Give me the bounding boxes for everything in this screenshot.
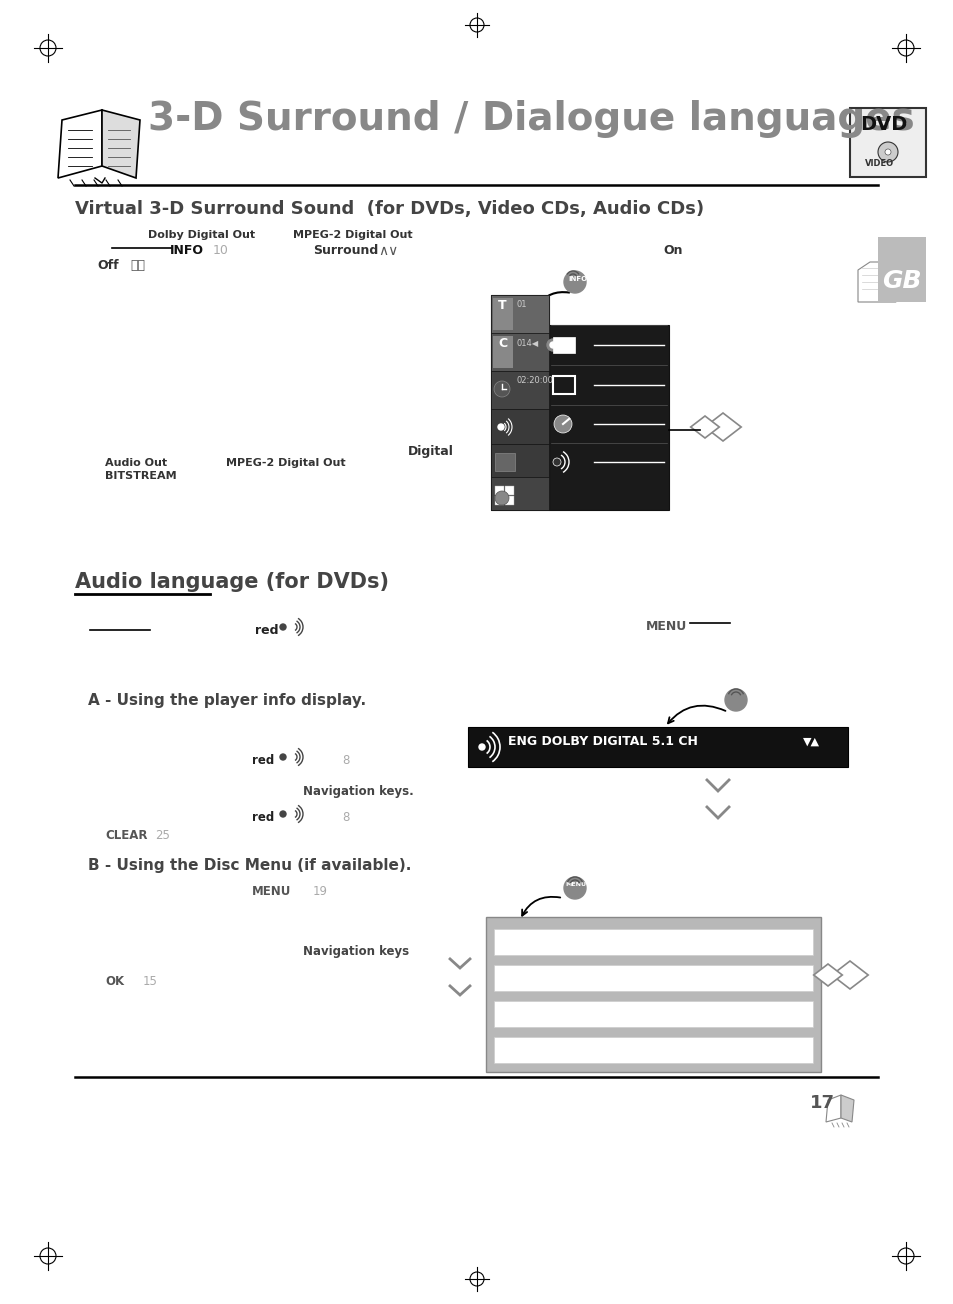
Text: T: T	[497, 299, 506, 312]
Text: Dolby Digital Out: Dolby Digital Out	[148, 230, 254, 240]
Text: Virtual 3-D Surround Sound  (for DVDs, Video CDs, Audio CDs): Virtual 3-D Surround Sound (for DVDs, Vi…	[75, 200, 703, 218]
Text: INFO: INFO	[567, 276, 586, 282]
Bar	[504, 496, 514, 505]
Text: 8: 8	[341, 754, 349, 767]
Text: 19: 19	[313, 885, 328, 898]
Text: 17: 17	[809, 1094, 834, 1112]
Text: DVD: DVD	[859, 115, 906, 134]
Polygon shape	[841, 1095, 853, 1121]
Text: MPEG-2 Digital Out: MPEG-2 Digital Out	[293, 230, 413, 240]
Circle shape	[563, 878, 585, 898]
Circle shape	[497, 424, 503, 430]
Text: 10: 10	[213, 244, 229, 257]
Text: 02:20:00: 02:20:00	[517, 376, 554, 385]
Circle shape	[550, 342, 556, 348]
Circle shape	[478, 745, 484, 750]
Circle shape	[546, 339, 558, 351]
Bar	[491, 295, 548, 333]
FancyBboxPatch shape	[493, 299, 513, 330]
Text: C: C	[497, 336, 507, 349]
FancyBboxPatch shape	[493, 336, 513, 368]
Text: Surround: Surround	[313, 244, 377, 257]
Text: ∧∨: ∧∨	[377, 244, 397, 258]
Text: Audio language (for DVDs): Audio language (for DVDs)	[75, 572, 389, 592]
Bar	[491, 333, 548, 372]
Polygon shape	[857, 262, 895, 303]
Bar	[495, 452, 515, 471]
Bar	[548, 325, 668, 510]
Bar	[494, 1001, 812, 1028]
Text: 8: 8	[341, 811, 349, 824]
Polygon shape	[102, 110, 140, 179]
Text: 01: 01	[517, 300, 527, 309]
Circle shape	[280, 754, 286, 760]
Text: 25: 25	[154, 829, 170, 842]
Circle shape	[724, 689, 746, 711]
Bar	[495, 486, 503, 496]
Circle shape	[495, 492, 509, 505]
Bar	[494, 965, 812, 991]
Circle shape	[494, 381, 510, 396]
Text: Digital: Digital	[408, 445, 454, 458]
Text: INFO: INFO	[170, 244, 204, 257]
Circle shape	[563, 271, 585, 293]
Text: ▼▲: ▼▲	[802, 737, 820, 747]
Text: ENG DOLBY DIGITAL 5.1 CH: ENG DOLBY DIGITAL 5.1 CH	[507, 735, 698, 748]
Text: red: red	[254, 625, 278, 636]
Text: CLEAR: CLEAR	[105, 829, 148, 842]
Text: GB: GB	[882, 269, 921, 293]
FancyBboxPatch shape	[849, 108, 925, 177]
Text: Navigation keys.: Navigation keys.	[303, 785, 414, 798]
Circle shape	[554, 415, 572, 433]
Bar	[494, 1037, 812, 1063]
Text: MENU: MENU	[252, 885, 291, 898]
Circle shape	[280, 625, 286, 630]
Bar	[468, 728, 847, 767]
Polygon shape	[58, 110, 102, 179]
Text: red: red	[252, 811, 274, 824]
Bar	[504, 486, 514, 496]
Text: BITSTREAM: BITSTREAM	[105, 471, 176, 481]
Bar	[553, 376, 575, 394]
Circle shape	[280, 811, 286, 818]
Bar	[491, 443, 548, 477]
Polygon shape	[690, 416, 719, 438]
Text: 014◀: 014◀	[517, 338, 538, 347]
Polygon shape	[704, 413, 740, 441]
Circle shape	[553, 458, 560, 466]
Text: Navigation keys: Navigation keys	[303, 945, 409, 958]
Bar	[485, 917, 821, 1072]
Text: MENU: MENU	[564, 882, 585, 887]
Bar	[491, 477, 548, 510]
Text: Off: Off	[97, 259, 118, 273]
Bar	[494, 928, 812, 955]
Text: OK: OK	[105, 975, 124, 988]
Text: On: On	[662, 244, 681, 257]
Polygon shape	[825, 1095, 841, 1121]
Circle shape	[877, 142, 897, 162]
Bar	[491, 372, 548, 409]
Text: B - Using the Disc Menu (if available).: B - Using the Disc Menu (if available).	[88, 858, 411, 872]
Text: MENU: MENU	[645, 619, 686, 632]
Text: 15: 15	[143, 975, 157, 988]
Text: A - Using the player info display.: A - Using the player info display.	[88, 692, 366, 708]
Bar	[495, 496, 503, 505]
Text: red: red	[252, 754, 274, 767]
Polygon shape	[831, 961, 867, 988]
Text: MPEG-2 Digital Out: MPEG-2 Digital Out	[226, 458, 345, 468]
Circle shape	[884, 149, 890, 155]
Text: VIDEO: VIDEO	[864, 159, 893, 168]
Text: 3-D Surround / Dialogue languages: 3-D Surround / Dialogue languages	[148, 100, 914, 138]
Text: 〈〉: 〈〉	[130, 259, 145, 273]
Polygon shape	[813, 964, 841, 986]
Bar	[491, 409, 548, 443]
Text: Audio Out: Audio Out	[105, 458, 167, 468]
Bar	[877, 237, 925, 303]
Bar	[553, 336, 575, 353]
Bar	[491, 295, 548, 510]
